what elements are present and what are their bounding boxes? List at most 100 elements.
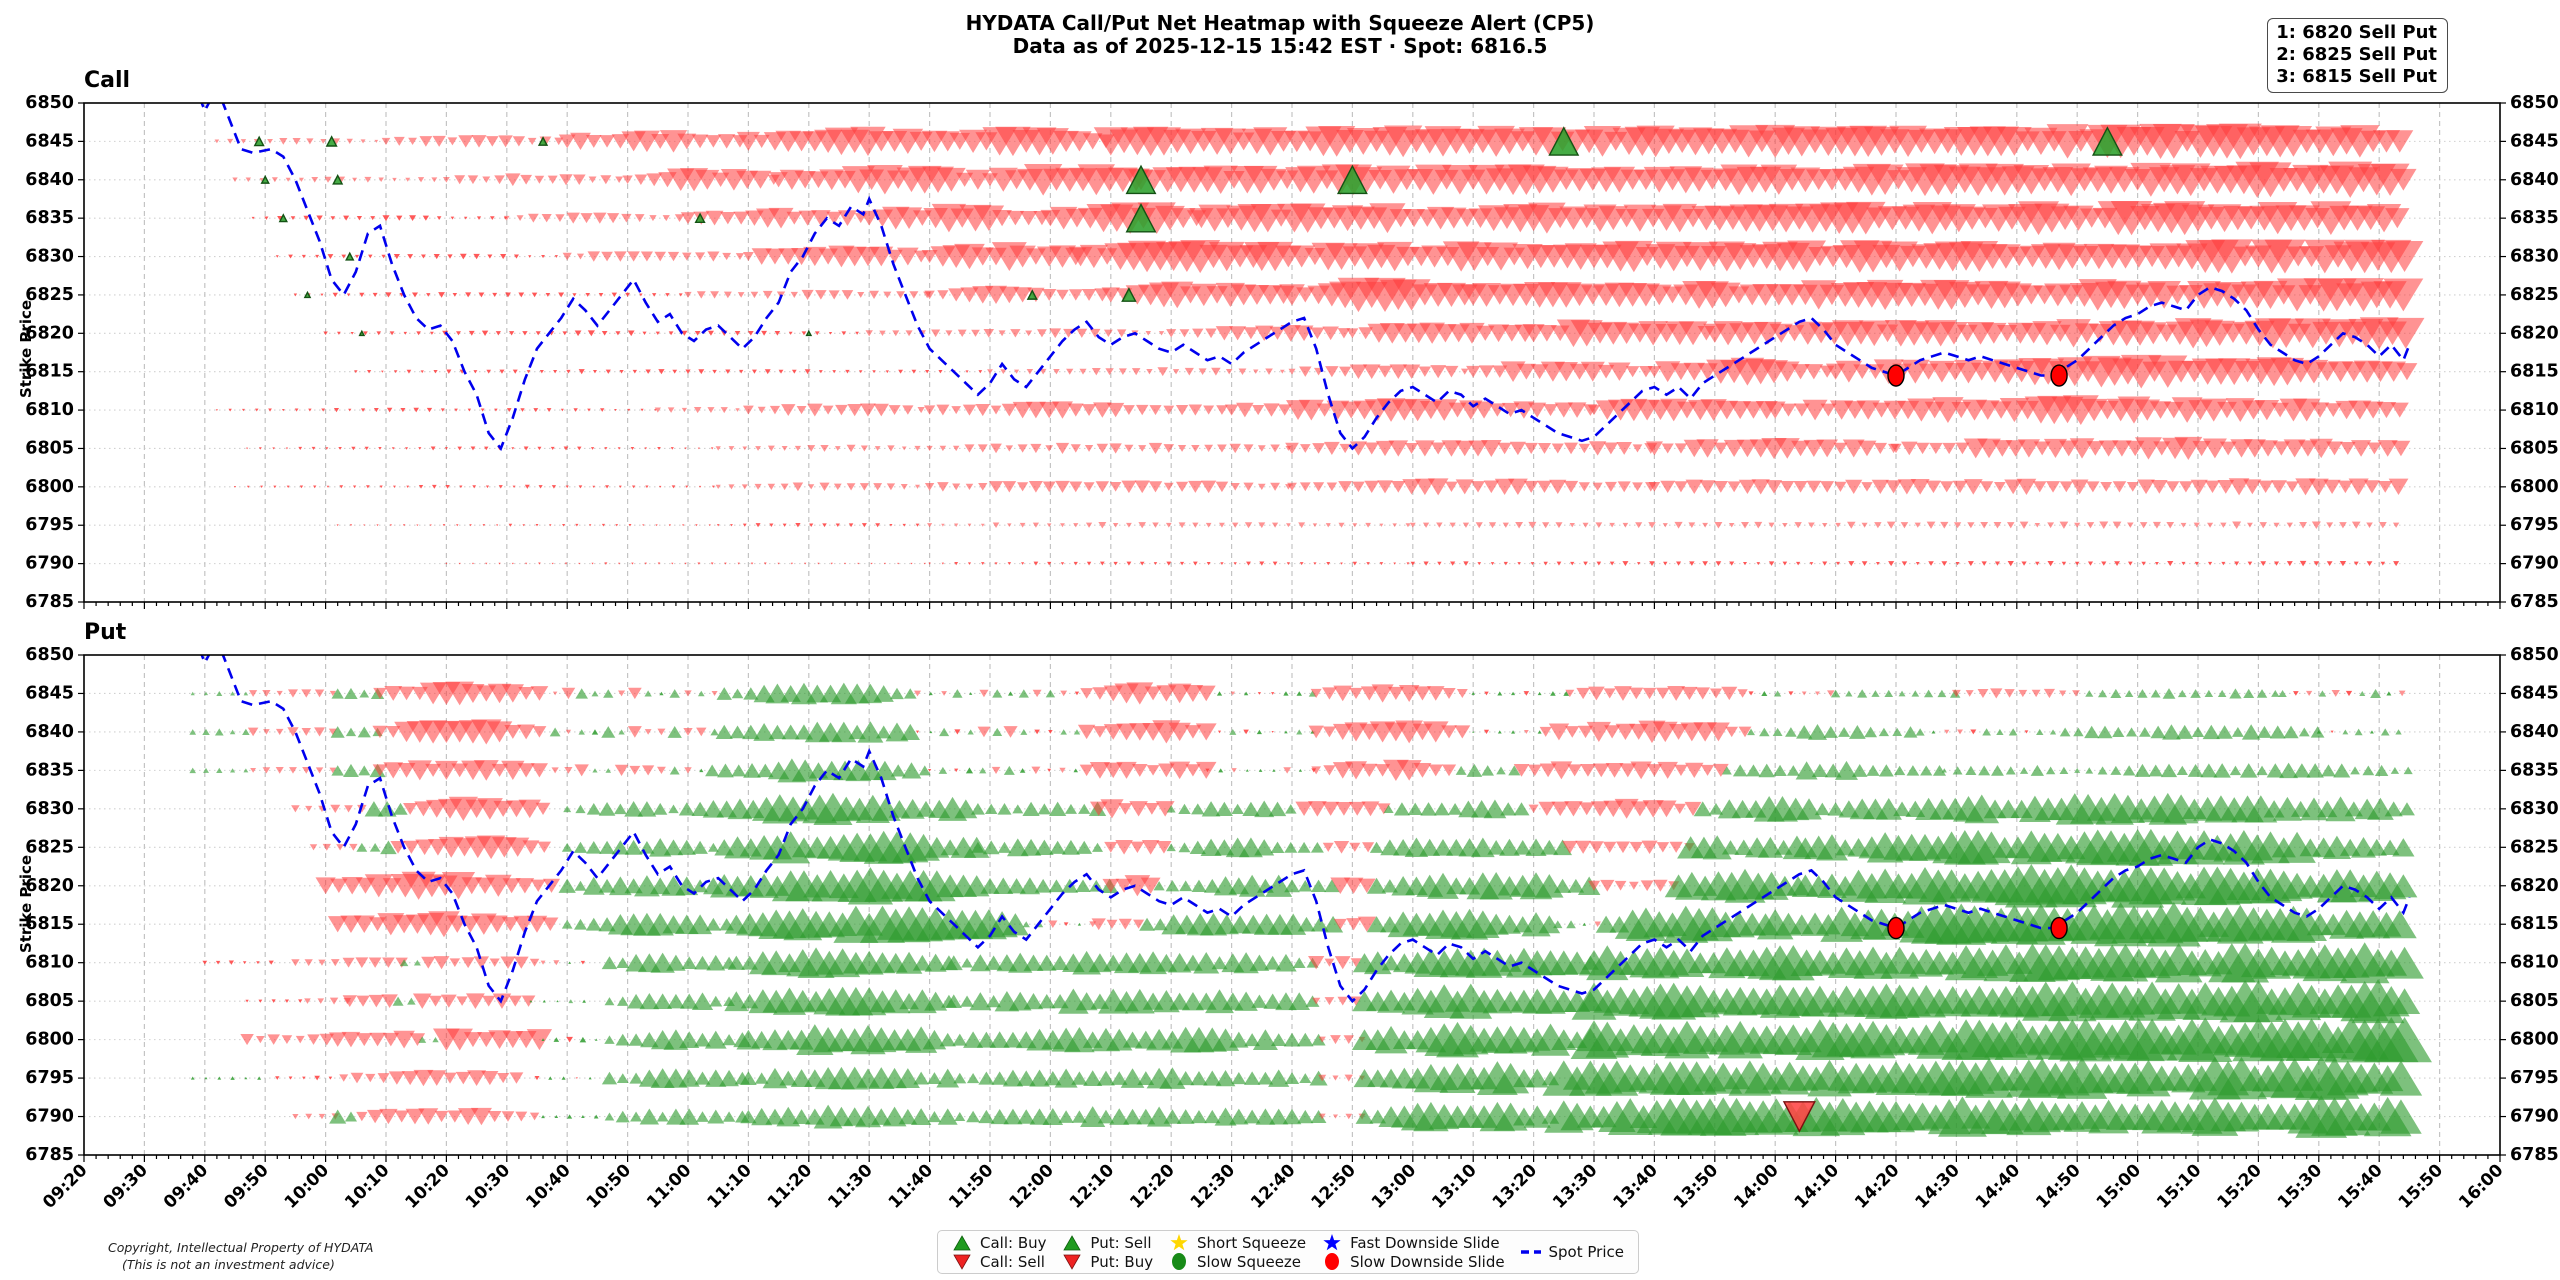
call-buy-signal-marker	[358, 329, 366, 337]
call-buy-signal-marker	[1026, 289, 1038, 300]
call-buy-signal-marker	[1125, 164, 1157, 195]
legend-item-call-sell: Call: Sell	[952, 1253, 1047, 1271]
svg-text:6790: 6790	[25, 1107, 74, 1127]
legend-item-short-squeeze: Short Squeeze	[1169, 1234, 1306, 1252]
svg-text:14:50: 14:50	[2032, 1160, 2085, 1213]
svg-text:10:10: 10:10	[341, 1160, 394, 1213]
svg-text:6820: 6820	[2510, 876, 2559, 896]
svg-text:6835: 6835	[25, 760, 74, 780]
svg-text:6845: 6845	[2510, 131, 2559, 151]
call-buy-signal-marker	[1125, 202, 1157, 233]
svg-text:6790: 6790	[2510, 1107, 2559, 1127]
call-buy-triangle-icon	[952, 1234, 972, 1252]
chart-legend: Call: Buy Call: Sell Put: Sell Put: Buy …	[937, 1230, 1639, 1274]
svg-text:6835: 6835	[25, 208, 74, 228]
legend-label: Fast Downside Slide	[1350, 1233, 1500, 1252]
legend-item-call-buy: Call: Buy	[952, 1234, 1047, 1252]
svg-text:12:20: 12:20	[1126, 1160, 1179, 1213]
call-buy-signal-marker	[805, 329, 813, 337]
svg-text:6825: 6825	[2510, 837, 2559, 857]
svg-text:6835: 6835	[2510, 760, 2559, 780]
svg-text:6805: 6805	[2510, 991, 2559, 1011]
svg-text:13:50: 13:50	[1670, 1160, 1723, 1213]
svg-text:6795: 6795	[2510, 1068, 2559, 1088]
svg-text:6790: 6790	[25, 554, 74, 574]
svg-text:6820: 6820	[25, 876, 74, 896]
chart-title: HYDATA Call/Put Net Heatmap with Squeeze…	[0, 12, 2560, 58]
put-slow-downside-slide-marker	[2050, 916, 2068, 940]
put-sell-triangle-icon	[1062, 1234, 1082, 1252]
legend-item-slow-squeeze: Slow Squeeze	[1169, 1253, 1306, 1271]
svg-text:12:30: 12:30	[1187, 1160, 1240, 1213]
legend-item-fast-downside-slide: Fast Downside Slide	[1322, 1234, 1505, 1252]
call-buy-signal-marker	[253, 135, 265, 147]
copyright-line1: Copyright, Intellectual Property of HYDA…	[108, 1240, 374, 1255]
legend-label: Short Squeeze	[1197, 1233, 1307, 1252]
svg-text:10:40: 10:40	[522, 1160, 575, 1213]
svg-text:6830: 6830	[2510, 247, 2559, 267]
call-buy-signal-marker	[278, 213, 288, 223]
svg-text:6840: 6840	[25, 170, 74, 190]
svg-text:09:20: 09:20	[39, 1160, 92, 1213]
legend-label: Call: Sell	[980, 1252, 1045, 1271]
alert-line-2: 2: 6825 Sell Put	[2276, 43, 2437, 65]
svg-text:11:30: 11:30	[824, 1160, 877, 1213]
svg-text:6800: 6800	[25, 477, 74, 497]
svg-text:12:50: 12:50	[1308, 1160, 1361, 1213]
svg-text:6845: 6845	[25, 683, 74, 703]
svg-text:6815: 6815	[2510, 362, 2559, 382]
svg-text:14:00: 14:00	[1730, 1160, 1783, 1213]
svg-text:15:00: 15:00	[2093, 1160, 2146, 1213]
call-panel-title: Call	[84, 68, 131, 93]
svg-text:6805: 6805	[2510, 438, 2559, 458]
call-buy-signal-marker	[345, 251, 355, 261]
call-buy-signal-marker	[260, 174, 270, 184]
svg-text:6810: 6810	[25, 953, 74, 973]
svg-text:6825: 6825	[25, 285, 74, 305]
legend-item-spot-price: Spot Price	[1520, 1243, 1624, 1261]
svg-text:6850: 6850	[2510, 93, 2559, 113]
svg-text:6810: 6810	[2510, 400, 2559, 420]
svg-text:15:30: 15:30	[2274, 1160, 2327, 1213]
call-buy-signal-marker	[332, 174, 344, 185]
call-panel-heat-triangles	[214, 123, 2425, 567]
svg-text:11:20: 11:20	[764, 1160, 817, 1213]
call-buy-signal-marker	[325, 135, 338, 147]
put-spot-price-line	[200, 655, 2411, 1004]
svg-text:6845: 6845	[2510, 683, 2559, 703]
svg-text:15:10: 15:10	[2153, 1160, 2206, 1213]
legend-item-slow-downside-slide: Slow Downside Slide	[1322, 1253, 1505, 1271]
svg-text:15:50: 15:50	[2395, 1160, 2448, 1213]
call-buy-signal-marker	[2091, 126, 2123, 156]
call-buy-signal-marker	[1548, 126, 1580, 156]
svg-text:6830: 6830	[25, 247, 74, 267]
svg-text:13:30: 13:30	[1549, 1160, 1602, 1213]
svg-text:6820: 6820	[2510, 323, 2559, 343]
call-slow-downside-slide-marker	[1887, 364, 1905, 387]
svg-text:09:40: 09:40	[160, 1160, 213, 1213]
svg-text:6795: 6795	[25, 1068, 74, 1088]
svg-text:6800: 6800	[25, 1030, 74, 1050]
copyright-note: Copyright, Intellectual Property of HYDA…	[108, 1240, 373, 1274]
legend-label: Put: Sell	[1090, 1233, 1152, 1252]
svg-text:6840: 6840	[25, 722, 74, 742]
svg-text:6810: 6810	[25, 400, 74, 420]
svg-text:6795: 6795	[2510, 515, 2559, 535]
slow-squeeze-circle-icon	[1169, 1253, 1189, 1271]
svg-text:09:50: 09:50	[220, 1160, 273, 1213]
svg-text:6815: 6815	[25, 914, 74, 934]
svg-text:6825: 6825	[25, 837, 74, 857]
call-buy-signal-marker	[1121, 287, 1137, 302]
put-slow-downside-slide-marker	[1887, 916, 1905, 940]
svg-text:6785: 6785	[2510, 1145, 2559, 1165]
svg-text:6850: 6850	[25, 645, 74, 665]
chart-title-line1: HYDATA Call/Put Net Heatmap with Squeeze…	[965, 11, 1595, 35]
svg-text:14:40: 14:40	[1972, 1160, 2025, 1213]
svg-text:6800: 6800	[2510, 1030, 2559, 1050]
svg-text:13:40: 13:40	[1610, 1160, 1663, 1213]
call-spot-price-line	[200, 103, 2411, 452]
svg-text:14:20: 14:20	[1851, 1160, 1904, 1213]
svg-text:10:30: 10:30	[462, 1160, 515, 1213]
